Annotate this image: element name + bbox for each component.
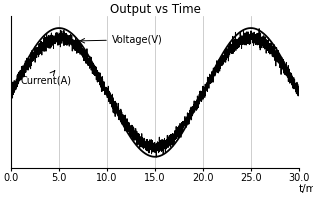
Text: Voltage(V): Voltage(V) [80, 35, 162, 45]
Title: Output vs Time: Output vs Time [110, 4, 200, 17]
X-axis label: t/ms: t/ms [299, 184, 313, 193]
Text: Current(A): Current(A) [21, 71, 72, 86]
